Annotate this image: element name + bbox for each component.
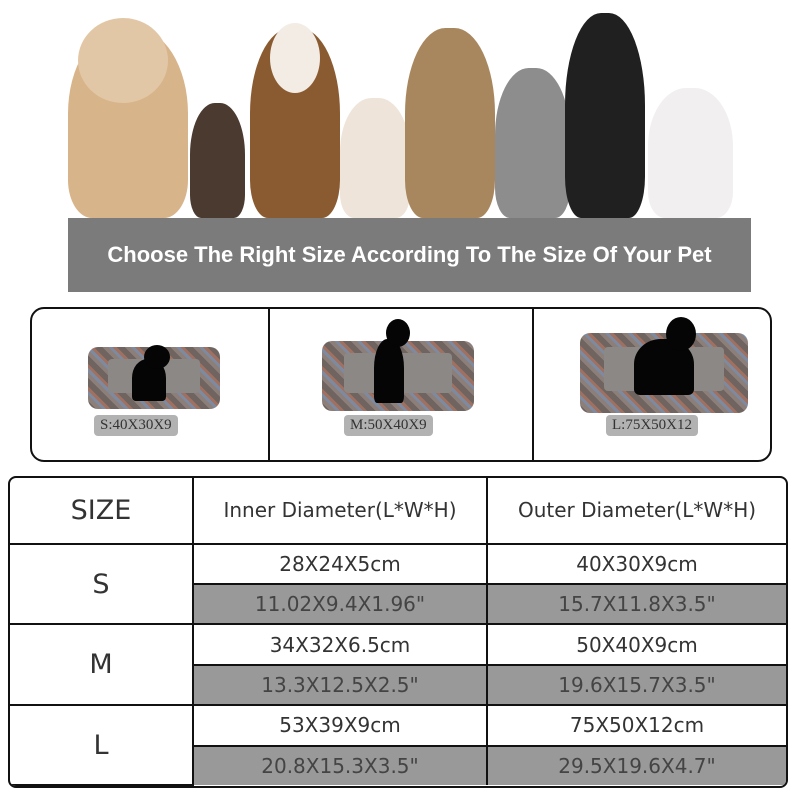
bed-small: S:40X30X9 xyxy=(32,309,268,460)
pets-photo xyxy=(60,0,760,218)
bed-large: L:75X50X12 xyxy=(532,309,770,460)
inner-in: 13.3X12.5X2.5" xyxy=(193,663,488,707)
outer-cm: 40X30X9cm xyxy=(485,542,786,586)
outer-in: 15.7X11.8X3.5" xyxy=(485,583,786,626)
bed-size-panel: S:40X30X9 M:50X40X9 L:75X50X12 xyxy=(30,307,772,462)
outer-cm: 75X50X12cm xyxy=(485,704,786,747)
size-cell: M xyxy=(10,623,194,707)
bulldog xyxy=(68,18,188,218)
table-row: M 34X32X6.5cm 50X40X9cm xyxy=(10,623,786,707)
header-inner: Inner Diameter(L*W*H) xyxy=(192,478,488,545)
table-row: S 28X24X5cm 40X30X9cm xyxy=(10,542,786,626)
table-row: 13.3X12.5X2.5" 19.6X15.7X3.5" xyxy=(10,663,786,707)
inner-in: 11.02X9.4X1.96" xyxy=(193,583,488,626)
table-row: 20.8X15.3X3.5" 29.5X19.6X4.7" xyxy=(10,744,786,785)
inner-cm: 28X24X5cm xyxy=(192,542,488,586)
table-row: 11.02X9.4X1.96" 15.7X11.8X3.5" xyxy=(10,583,786,626)
size-table: SIZE Inner Diameter(L*W*H) Outer Diamete… xyxy=(8,476,788,788)
inner-cm: 53X39X9cm xyxy=(192,704,488,747)
size-cell: S xyxy=(10,542,194,626)
bed-medium: M:50X40X9 xyxy=(268,309,532,460)
header-outer: Outer Diameter(L*W*H) xyxy=(485,478,786,545)
table-row: L 53X39X9cm 75X50X12cm xyxy=(10,704,786,786)
white-cat xyxy=(648,88,733,218)
outer-in: 29.5X19.6X4.7" xyxy=(485,744,786,785)
gray-cat xyxy=(495,68,570,218)
size-tag: L:75X50X12 xyxy=(606,415,698,436)
outer-cm: 50X40X9cm xyxy=(485,623,786,666)
french-bulldog-fawn xyxy=(405,28,495,218)
header-size: SIZE xyxy=(10,478,194,545)
french-bulldog-black xyxy=(565,13,645,218)
size-cell: L xyxy=(10,704,194,786)
size-tag: S:40X30X9 xyxy=(94,415,178,436)
basset-hound xyxy=(250,23,340,218)
size-banner: Choose The Right Size According To The S… xyxy=(68,218,751,292)
size-tag: M:50X40X9 xyxy=(344,415,433,436)
inner-cm: 34X32X6.5cm xyxy=(192,623,488,666)
tortoiseshell-cat xyxy=(190,103,245,218)
dog-silhouette-medium xyxy=(374,339,404,403)
inner-in: 20.8X15.3X3.5" xyxy=(193,744,488,785)
table-header-row: SIZE Inner Diameter(L*W*H) Outer Diamete… xyxy=(10,478,786,545)
outer-in: 19.6X15.7X3.5" xyxy=(485,663,786,707)
exotic-cat xyxy=(340,98,410,218)
